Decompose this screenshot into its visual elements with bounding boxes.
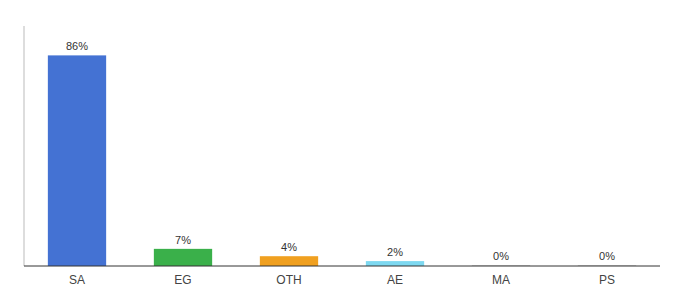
x-tick-label: AE — [387, 273, 403, 287]
bars — [48, 55, 636, 266]
data-labels: 86% 7% 4% 2% 0% 0% — [66, 40, 615, 262]
data-label: 0% — [493, 250, 509, 262]
chart-svg: SA EG OTH AE MA PS 86% 7% 4% 2% 0% 0% — [0, 0, 680, 300]
x-tick-label: MA — [492, 273, 510, 287]
data-label: 0% — [599, 250, 615, 262]
bar — [48, 55, 106, 266]
x-tick-label: PS — [599, 273, 615, 287]
x-tick-labels: SA EG OTH AE MA PS — [69, 273, 615, 287]
data-label: 2% — [387, 246, 403, 258]
chart-container: SA EG OTH AE MA PS 86% 7% 4% 2% 0% 0% — [0, 0, 680, 300]
bar — [366, 261, 424, 266]
bar — [260, 256, 318, 266]
bar — [154, 249, 212, 266]
x-axis-line — [24, 266, 660, 267]
x-tick-label: SA — [69, 273, 85, 287]
data-label: 7% — [175, 234, 191, 246]
data-label: 4% — [281, 241, 297, 253]
x-tick-label: OTH — [276, 273, 301, 287]
x-tick-label: EG — [174, 273, 191, 287]
y-axis-line — [24, 26, 25, 266]
data-label: 86% — [66, 40, 88, 52]
